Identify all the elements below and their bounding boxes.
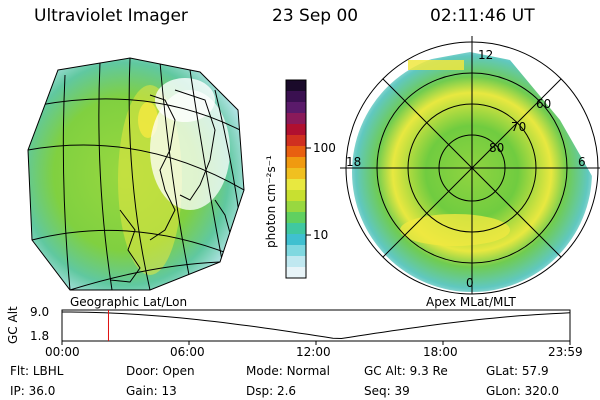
colorbar-stripe [286, 168, 306, 180]
mlt-label-18: 18 [346, 155, 362, 169]
timeline-ylabel: GC Alt [6, 306, 20, 344]
colorbar-stripe [286, 91, 306, 103]
status-glat: GLat: 57.9 [486, 364, 549, 378]
mlat-label-70: 70 [511, 120, 527, 134]
colorbar-stripe [286, 124, 306, 136]
timeline-xtick-0000: 00:00 [45, 345, 80, 359]
colorbar-stripe [286, 267, 306, 279]
colorbar-unit: photon cm⁻²s⁻¹ [264, 155, 278, 248]
status-ip: IP: 36.0 [10, 384, 56, 398]
colorbar-stripe [286, 179, 306, 191]
mlat-label-80: 80 [489, 141, 505, 155]
colorbar-stripe [286, 157, 306, 169]
status-gc-alt: GC Alt: 9.3 Re [364, 364, 448, 378]
colorbar-stripe [286, 234, 306, 246]
left-panel-label: Geographic Lat/Lon [70, 295, 188, 309]
right-panel-label: Apex MLat/MLT [426, 295, 516, 309]
timeline-xtick-1200: 12:00 [296, 345, 331, 359]
mlt-label-12: 12 [478, 48, 494, 62]
colorbar-label-100: 100 [313, 141, 336, 155]
timeline-ytick-low: 1.8 [30, 329, 50, 343]
colorbar-stripe [286, 256, 306, 268]
geographic-image [27, 57, 245, 291]
status-door: Door: Open [126, 364, 195, 378]
status-seq: Seq: 39 [364, 384, 410, 398]
timeline-xtick-2359: 23:59 [548, 345, 583, 359]
colorbar-stripe [286, 212, 306, 224]
colorbar-stripe [286, 223, 306, 235]
altitude-timeline [61, 309, 571, 345]
mlt-label-0: 0 [466, 276, 474, 290]
mlat-label-60: 60 [536, 97, 552, 111]
status-mode: Mode: Normal [246, 364, 330, 378]
image-time: 02:11:46 UT [430, 6, 535, 26]
mlt-label-6: 6 [578, 155, 586, 169]
image-date: 23 Sep 00 [272, 6, 359, 26]
timeline-xtick-0600: 06:00 [170, 345, 205, 359]
colorbar-stripe [286, 102, 306, 114]
colorbar [286, 80, 306, 279]
colorbar-label-10: 10 [313, 228, 329, 242]
colorbar-stripe [286, 146, 306, 158]
colorbar-stripe [286, 245, 306, 257]
colorbar-stripe [286, 135, 306, 147]
colorbar-stripe [286, 190, 306, 202]
app-title: Ultraviolet Imager [34, 6, 188, 26]
colorbar-stripe [286, 80, 306, 92]
colorbar-frame [285, 79, 307, 279]
colorbar-stripe [286, 201, 306, 213]
colorbar-stripe [286, 113, 306, 125]
timeline-ytick-high: 9.0 [30, 305, 50, 319]
status-dsp: Dsp: 2.6 [246, 384, 297, 398]
status-glon: GLon: 320.0 [486, 384, 559, 398]
status-filter: Flt: LBHL [10, 364, 64, 378]
status-gain: Gain: 13 [126, 384, 177, 398]
polar-image [340, 36, 600, 295]
timeline-xtick-1800: 18:00 [423, 345, 458, 359]
